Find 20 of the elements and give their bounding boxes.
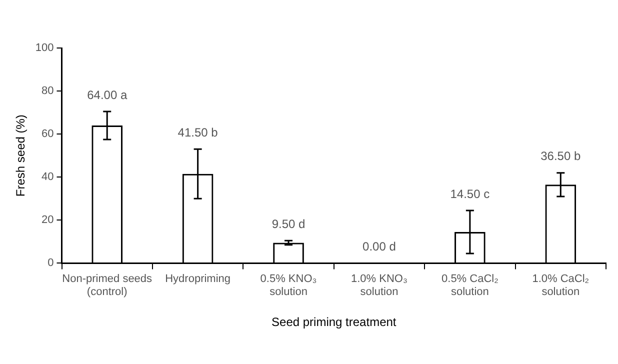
data-label: 0.00 d	[362, 240, 396, 254]
y-tick-label: 100	[35, 42, 54, 54]
x-axis-title: Seed priming treatment	[272, 315, 397, 330]
y-tick-label: 0	[48, 257, 54, 270]
y-tick-label: 80	[42, 85, 54, 98]
data-label: 64.00 a	[87, 88, 128, 102]
data-label: 9.50 d	[272, 216, 306, 231]
x-tick-label: Hydropriming	[165, 272, 231, 285]
data-label: 36.50 b	[540, 149, 581, 164]
y-tick-label: 40	[42, 171, 54, 184]
x-tick-label: 0.5% KNO₃ solution	[260, 272, 317, 298]
y-axis-title: Fresh seed (%)	[14, 114, 28, 197]
x-tick-label: 1.0% CaCl₂ solution	[532, 272, 590, 298]
y-tick-label: 20	[42, 214, 54, 226]
y-tick-label: 60	[42, 128, 54, 140]
x-tick-label: Non-primed seeds (control)	[62, 272, 153, 298]
x-tick-label: 0.5% CaCl₂ solution	[442, 272, 498, 298]
data-label: 14.50 c	[450, 186, 490, 201]
x-tick-label: 1.0% KNO₃ solution	[351, 272, 408, 298]
data-label: 41.50 b	[178, 125, 218, 140]
